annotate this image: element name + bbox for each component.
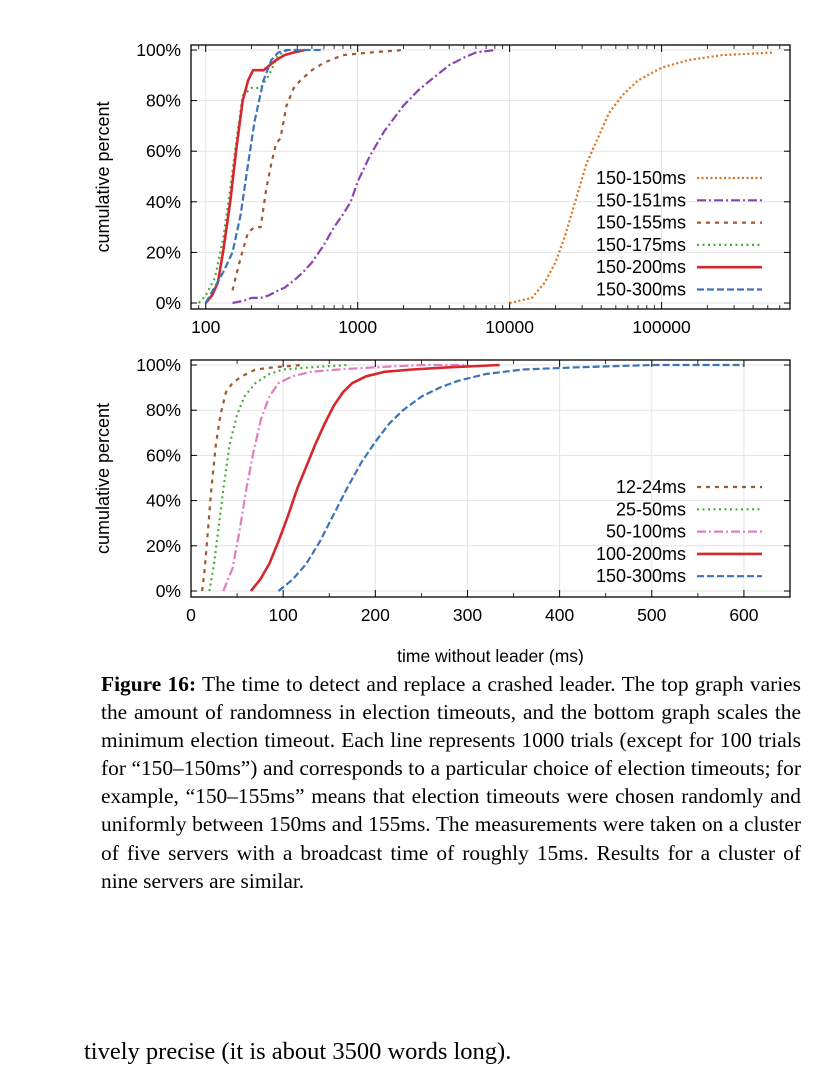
y-tick-label: 20%: [146, 536, 181, 556]
y-tick-label: 0%: [156, 293, 181, 313]
x-tick-label: 10000: [485, 317, 534, 337]
y-tick-label: 20%: [146, 242, 181, 262]
legend-label: 150-175ms: [596, 235, 686, 255]
chart-1: 0% 20% 40% 60% 80% 100% 100 1000 10000 100000 cumu…: [93, 40, 791, 337]
y-tick-label: 40%: [146, 192, 181, 212]
caption-text: The time to detect and replace a crashed…: [101, 672, 801, 893]
x-tick-label: 1000: [338, 317, 377, 337]
y-tick-label: 60%: [146, 445, 181, 465]
x-tick-label: 200: [361, 605, 390, 625]
series-line-150-200ms: [204, 48, 306, 304]
y-tick-label: 100%: [136, 40, 181, 60]
body-text: tively precise (it is about 3500 words l…: [84, 1038, 512, 1065]
plot-frame: [190, 359, 791, 598]
figure-charts: 0%20%40%60%80%100%100 1000 10000 100000cumu…: [93, 40, 791, 665]
series-line-150-150ms: [509, 51, 775, 305]
legend-label: 50-100ms: [606, 522, 686, 542]
series-line-25-50ms: [208, 363, 348, 592]
legend-label: 150-150ms: [596, 168, 686, 188]
series-line-150-151ms: [232, 48, 496, 305]
x-tick-label: 0: [186, 605, 196, 625]
x-tick-label: 100000: [632, 317, 691, 337]
x-tick-label: 500: [637, 605, 666, 625]
y-tick-label: 60%: [146, 141, 181, 161]
legend-label: 100-200ms: [596, 544, 686, 564]
legend-label: 150-155ms: [596, 213, 686, 233]
legend-label: 150-151ms: [596, 190, 686, 210]
chart-2: 0% 20% 40% 60% 80% 100% 0 100 200 300 400 500 600 cum…: [93, 355, 791, 665]
plot-frame: [190, 44, 791, 310]
x-tick-label: 300: [453, 605, 482, 625]
series-line-150-155ms: [231, 48, 404, 291]
y-tick-label: 0%: [156, 581, 181, 601]
x-tick-label: 100: [191, 317, 220, 337]
y-tick-label: 100%: [136, 355, 181, 375]
legend-label: 25-50ms: [616, 499, 686, 519]
y-axis-label: cumulative percent: [93, 403, 113, 554]
x-tick-label: 100: [269, 605, 298, 625]
x-tick-label: 600: [729, 605, 758, 625]
series-line-150-300ms: [204, 48, 324, 304]
y-tick-label: 80%: [146, 91, 181, 111]
y-tick-label: 80%: [146, 400, 181, 420]
series-line-50-100ms: [222, 363, 468, 592]
series-line-100-200ms: [249, 363, 500, 592]
caption-label: Figure 16:: [101, 672, 197, 696]
legend-label: 150-300ms: [596, 566, 686, 586]
figure-caption: Figure 16: The time to detect and replac…: [101, 670, 801, 895]
series-line-12-24ms: [201, 363, 302, 592]
series-line-150-175ms: [197, 49, 289, 304]
y-tick-label: 40%: [146, 491, 181, 511]
y-axis-label: cumulative percent: [93, 101, 113, 252]
series-line-150-300ms: [277, 363, 744, 592]
x-tick-label: 400: [545, 605, 574, 625]
legend-label: 150-200ms: [596, 257, 686, 277]
x-axis-label: time without leader (ms): [397, 646, 584, 665]
legend-label: 150-300ms: [596, 280, 686, 300]
legend-label: 12-24ms: [616, 477, 686, 497]
